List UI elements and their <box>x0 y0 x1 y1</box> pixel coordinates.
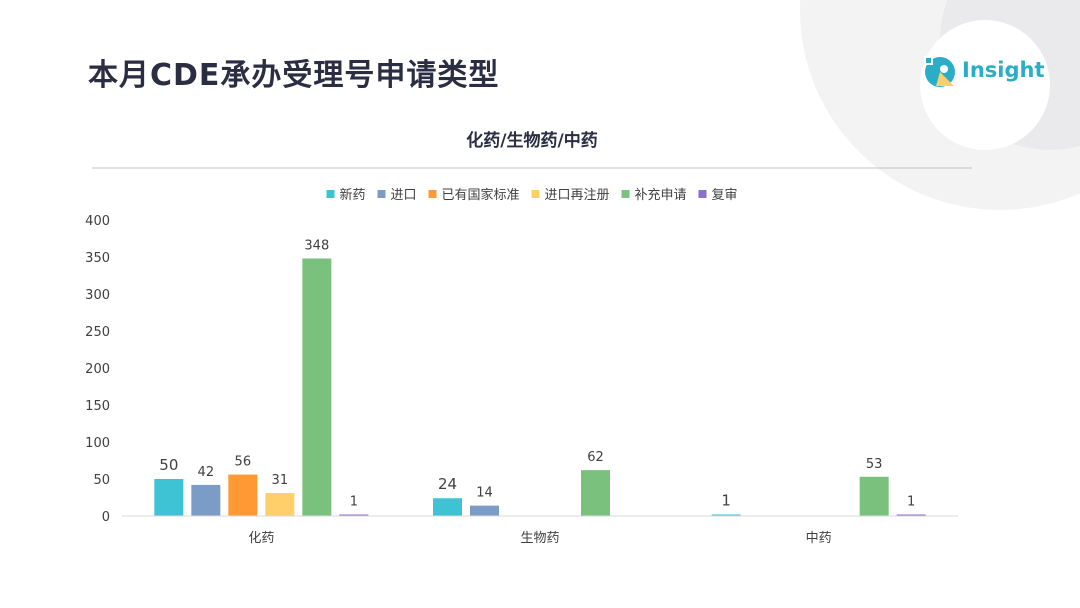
legend-swatch <box>377 190 386 198</box>
data-label: 1 <box>907 495 915 510</box>
legend-label: 进口再注册 <box>545 188 610 203</box>
legend-swatch <box>326 190 335 198</box>
bar <box>154 479 184 516</box>
legend-item: 进口 <box>377 188 417 203</box>
y-tick-label: 150 <box>85 399 110 414</box>
y-tick-label: 50 <box>93 473 110 488</box>
y-tick-label: 100 <box>85 436 110 451</box>
data-label: 31 <box>272 473 289 488</box>
data-label: 1 <box>721 492 731 510</box>
bar <box>859 476 889 516</box>
insight-logo-icon <box>924 56 955 87</box>
legend-label: 已有国家标准 <box>442 187 520 203</box>
data-label: 53 <box>866 457 883 472</box>
legend-item: 复审 <box>698 188 738 203</box>
y-tick-label: 400 <box>85 214 110 229</box>
logo-text: Insight <box>962 58 1045 82</box>
bar <box>711 514 741 516</box>
brand-logo: Insight <box>920 52 1050 92</box>
bar <box>339 514 369 516</box>
bar <box>265 493 295 516</box>
legend-label: 进口 <box>391 188 417 203</box>
bar <box>896 514 926 516</box>
y-tick-label: 300 <box>85 288 110 303</box>
bar <box>191 484 221 516</box>
x-tick-label: 中药 <box>806 531 832 546</box>
data-label: 348 <box>304 238 329 253</box>
data-label: 62 <box>587 450 604 465</box>
y-tick-label: 200 <box>85 362 110 377</box>
legend-item: 补充申请 <box>621 187 687 203</box>
x-axis: 化药 生物药 中药 <box>122 515 958 546</box>
legend: 新药 进口 已有国家标准 进口再注册 补充申请 复审 <box>326 187 738 203</box>
bar <box>581 470 610 516</box>
bar <box>228 474 258 516</box>
y-tick-label: 350 <box>85 251 110 266</box>
chart-title: 化药/生物药/中药 <box>466 130 597 151</box>
x-tick-label: 化药 <box>248 531 274 546</box>
legend-item: 已有国家标准 <box>428 187 520 203</box>
y-axis: 0 50 100 150 200 250 300 350 400 <box>85 214 110 525</box>
legend-swatch <box>621 190 630 198</box>
y-tick-label: 250 <box>85 325 110 340</box>
data-label: 14 <box>476 486 493 501</box>
bar <box>470 505 499 516</box>
data-label: 24 <box>438 475 457 493</box>
legend-item: 进口再注册 <box>531 188 610 203</box>
data-label: 56 <box>235 455 252 470</box>
legend-item: 新药 <box>326 187 366 203</box>
y-tick-label: 0 <box>102 510 110 525</box>
x-tick-label: 生物药 <box>520 531 559 546</box>
data-label: 50 <box>159 456 178 474</box>
data-label: 42 <box>198 465 215 480</box>
bars: 50 42 56 31 348 1 24 14 62 1 53 1 <box>154 238 926 516</box>
legend-swatch <box>698 190 707 198</box>
legend-label: 复审 <box>712 188 738 203</box>
legend-swatch <box>428 190 437 198</box>
legend-label: 新药 <box>340 187 366 203</box>
legend-label: 补充申请 <box>635 187 687 203</box>
page-title: 本月CDE承办受理号申请类型 <box>88 58 500 93</box>
bar <box>302 258 332 516</box>
bar <box>433 498 462 516</box>
legend-swatch <box>531 190 540 198</box>
data-label: 1 <box>350 495 358 510</box>
